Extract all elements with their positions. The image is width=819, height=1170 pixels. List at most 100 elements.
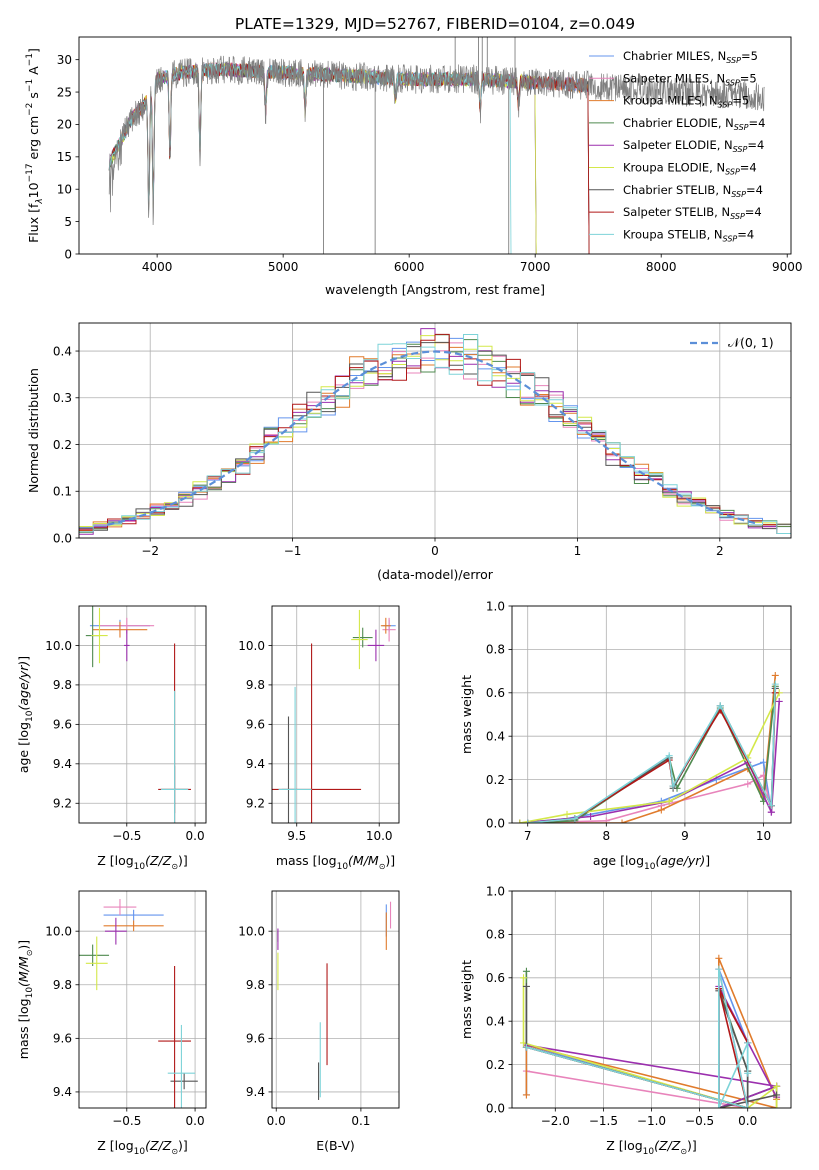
y-axis-label: mass [log10(M/M⊙)] <box>16 940 35 1059</box>
mass-weight-marker <box>602 817 610 823</box>
mass-weight-marker <box>618 819 626 823</box>
x-tick-label: −2 <box>141 544 159 558</box>
y-tick-label: 9.2 <box>53 797 72 811</box>
x-tick-label: 0.0 <box>186 829 205 843</box>
panels: 4000 5000 6000 7000 8000 9000051015202530wave… <box>16 36 802 1157</box>
panel-mass-vs-ebv: 0.0 0.1 9.4 9.6 9.8 10.0 E(B-V) <box>238 890 400 1153</box>
mass-weight-marker <box>522 1043 530 1051</box>
y-tick-label: 9.8 <box>53 978 72 992</box>
plot-area <box>272 609 396 823</box>
x-tick-label: 0 <box>431 544 439 558</box>
mass-weight-marker <box>587 812 595 820</box>
axes-frame <box>78 890 207 1109</box>
legend-entry: Kroupa STELIB, NSSP=4 <box>623 227 754 243</box>
y-tick-label: 25 <box>57 85 72 99</box>
x-tick-label: 0.0 <box>738 1114 757 1128</box>
legend-entry: Chabrier MILES, NSSP=5 <box>623 49 758 65</box>
x-axis-label: Z [log10(Z/Z⊙)] <box>97 1138 188 1157</box>
y-tick-label: 9.4 <box>246 757 265 771</box>
x-tick-label: 2 <box>716 544 724 558</box>
y-tick-label: 0.8 <box>486 643 505 657</box>
y-tick-label: 0.2 <box>53 438 72 452</box>
y-tick-label: 5 <box>64 215 72 229</box>
y-tick-label: 9.6 <box>53 718 72 732</box>
legend-entry: Salpeter STELIB, NSSP=4 <box>623 205 762 221</box>
x-tick-label: 4000 <box>142 260 173 274</box>
y-tick-label: 9.8 <box>246 678 265 692</box>
plot-area <box>516 671 783 823</box>
axes-frame <box>78 36 792 255</box>
x-tick-label: 8 <box>602 829 610 843</box>
mass-weight-marker <box>767 802 775 810</box>
x-tick-label: 7 <box>524 829 532 843</box>
y-tick-label: 10.0 <box>238 924 265 938</box>
y-tick-label: 9.8 <box>246 978 265 992</box>
panel-mass-vs-Z: −0.5 0.0 9.4 9.6 9.8 10.0 Z [log10(Z/Z⊙)] mass … <box>16 890 207 1157</box>
mass-weight-marker <box>669 782 677 790</box>
x-axis-label: age [log10(age/yr)] <box>593 853 710 872</box>
y-axis-label: mass weight <box>459 675 474 754</box>
y-tick-label: 20 <box>57 118 72 132</box>
y-tick-label: 0.3 <box>53 391 72 405</box>
x-axis-label: mass [log10(M/M⊙)] <box>276 853 395 872</box>
y-tick-label: 0.4 <box>486 730 505 744</box>
x-tick-label: −2.0 <box>541 1114 570 1128</box>
mass-weight-line <box>526 968 749 1108</box>
mass-weight-marker <box>744 1104 752 1108</box>
y-tick-label: 0.0 <box>486 816 505 830</box>
axes-frame <box>511 605 792 824</box>
mass-weight-line <box>519 686 777 823</box>
panel-age-vs-mass: 9.5 10.0 9.2 9.4 9.6 9.8 10.0 mass [log10(M/M⊙)… <box>238 605 400 872</box>
y-tick-label: 0.4 <box>53 344 72 358</box>
mass-weight-marker <box>657 806 665 814</box>
mass-weight-marker <box>744 1039 752 1047</box>
mass-weight-line <box>519 701 780 823</box>
mass-weight-marker <box>524 819 532 823</box>
observed-spectrum-line <box>108 55 765 226</box>
y-axis-label: mass weight <box>459 960 474 1039</box>
x-tick-label: −0.5 <box>685 1114 714 1128</box>
mass-weight-marker <box>571 815 579 823</box>
y-tick-label: 9.8 <box>53 678 72 692</box>
mass-weight-marker <box>715 1104 723 1108</box>
y-tick-label: 0 <box>64 247 72 261</box>
y-tick-label: 9.4 <box>246 1085 265 1099</box>
x-tick-label: 0.0 <box>267 1114 286 1128</box>
x-tick-label: −1.0 <box>637 1114 666 1128</box>
mass-weight-marker <box>716 702 724 710</box>
y-tick-label: 10 <box>57 183 72 197</box>
x-tick-label: −1.5 <box>589 1114 618 1128</box>
plot-area <box>277 901 392 1100</box>
mass-weight-line <box>519 688 777 823</box>
plot-area <box>79 328 791 535</box>
x-tick-label: 1 <box>574 544 582 558</box>
plot-area <box>108 37 765 254</box>
axes-frame <box>78 322 792 539</box>
x-axis-label: Z [log10(Z/Z⊙)] <box>97 853 188 872</box>
mass-weight-marker <box>665 797 673 805</box>
x-axis-label: (data-model)/error <box>377 567 494 582</box>
axes-frame <box>511 890 792 1109</box>
y-tick-label: 0.0 <box>486 1101 505 1115</box>
panel-age-vs-Z: −0.5 0.0 9.2 9.4 9.6 9.8 10.0 Z [log10(Z/Z⊙)] ag… <box>16 605 207 872</box>
x-tick-label: −0.5 <box>112 1114 141 1128</box>
y-tick-label: 9.4 <box>53 757 72 771</box>
y-tick-label: 9.6 <box>53 1032 72 1046</box>
mass-weight-marker <box>767 808 775 816</box>
x-tick-label: 9 <box>681 829 689 843</box>
y-tick-label: 1.0 <box>486 884 505 898</box>
figure-title: PLATE=1329, MJD=52767, FIBERID=0104, z=0… <box>235 15 635 33</box>
x-axis-label: wavelength [Angstrom, rest frame] <box>325 282 545 297</box>
legend-entry: Salpeter MILES, NSSP=5 <box>623 71 757 87</box>
axes-frame <box>271 605 400 824</box>
legend-entry: Kroupa ELODIE, NSSP=4 <box>623 161 757 177</box>
residual-histogram <box>79 334 791 534</box>
x-tick-label: −0.5 <box>112 829 141 843</box>
legend-entry: Chabrier STELIB, NSSP=4 <box>623 183 763 199</box>
mass-weight-marker <box>773 1091 781 1099</box>
x-tick-label: 7000 <box>520 260 551 274</box>
x-tick-label: 0.0 <box>186 1114 205 1128</box>
y-tick-label: 0.8 <box>486 928 505 942</box>
x-tick-label: 5000 <box>268 260 299 274</box>
